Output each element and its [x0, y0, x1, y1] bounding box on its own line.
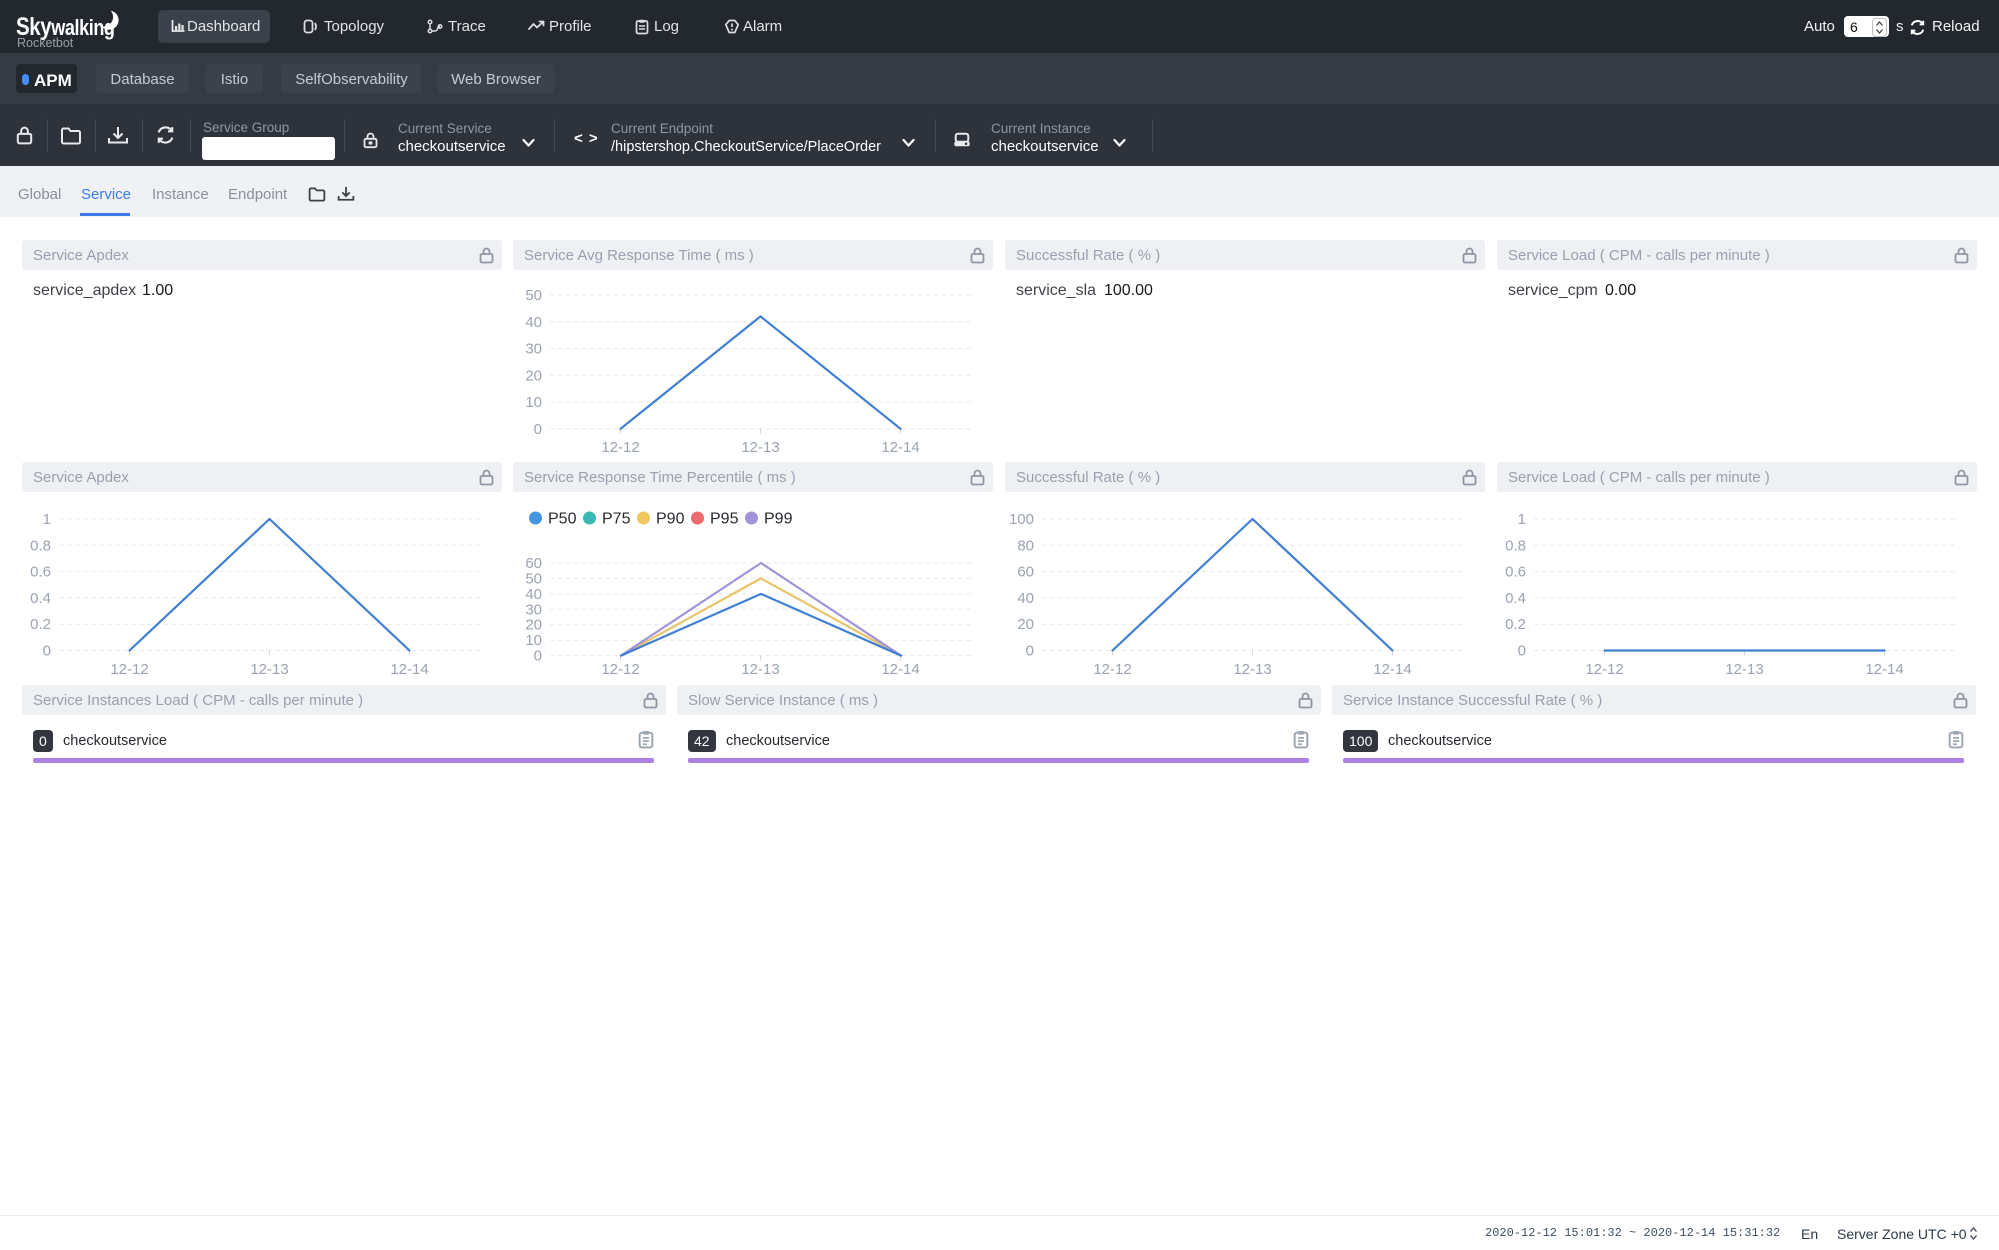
- svg-text:P50: P50: [548, 511, 577, 528]
- svg-text:P90: P90: [656, 511, 685, 528]
- svg-text:0.4: 0.4: [30, 590, 51, 607]
- svg-text:12-12: 12-12: [601, 439, 639, 456]
- svg-text:0.2: 0.2: [30, 616, 51, 633]
- svg-text:0: 0: [534, 648, 542, 665]
- svg-text:12-14: 12-14: [390, 661, 428, 678]
- svg-text:60: 60: [525, 555, 542, 572]
- svg-text:12-13: 12-13: [741, 439, 779, 456]
- svg-text:P75: P75: [602, 511, 631, 528]
- svg-text:30: 30: [525, 601, 542, 618]
- svg-text:0: 0: [43, 643, 51, 660]
- svg-text:20: 20: [1017, 616, 1034, 633]
- svg-text:0: 0: [534, 421, 542, 438]
- svg-text:100: 100: [1009, 511, 1034, 528]
- svg-text:0.6: 0.6: [30, 564, 51, 581]
- svg-text:12-13: 12-13: [250, 661, 288, 678]
- svg-text:40: 40: [1017, 590, 1034, 607]
- svg-text:1: 1: [43, 511, 51, 528]
- svg-text:0.4: 0.4: [1505, 590, 1526, 607]
- svg-text:12-12: 12-12: [601, 661, 639, 678]
- svg-text:12-14: 12-14: [1373, 661, 1411, 678]
- svg-text:50: 50: [525, 287, 542, 304]
- svg-text:12-14: 12-14: [881, 661, 919, 678]
- svg-text:0.6: 0.6: [1505, 564, 1526, 581]
- svg-text:12-14: 12-14: [1865, 661, 1903, 678]
- svg-text:80: 80: [1017, 537, 1034, 554]
- svg-text:40: 40: [525, 314, 542, 331]
- svg-text:P99: P99: [764, 511, 793, 528]
- svg-text:0.8: 0.8: [1505, 537, 1526, 554]
- svg-text:40: 40: [525, 586, 542, 603]
- svg-text:0.2: 0.2: [1505, 616, 1526, 633]
- svg-text:12-13: 12-13: [1233, 661, 1271, 678]
- svg-text:12-12: 12-12: [110, 661, 148, 678]
- svg-text:0: 0: [1026, 643, 1034, 660]
- svg-text:12-13: 12-13: [1725, 661, 1763, 678]
- svg-text:0: 0: [1518, 643, 1526, 660]
- svg-text:12-13: 12-13: [741, 661, 779, 678]
- svg-text:12-12: 12-12: [1585, 661, 1623, 678]
- svg-text:12-14: 12-14: [881, 439, 919, 456]
- svg-text:10: 10: [525, 632, 542, 649]
- svg-text:50: 50: [525, 570, 542, 587]
- svg-text:30: 30: [525, 341, 542, 358]
- svg-text:12-12: 12-12: [1093, 661, 1131, 678]
- svg-text:20: 20: [525, 617, 542, 634]
- svg-text:10: 10: [525, 394, 542, 411]
- svg-text:P95: P95: [710, 511, 739, 528]
- svg-text:0.8: 0.8: [30, 537, 51, 554]
- svg-text:20: 20: [525, 367, 542, 384]
- svg-text:60: 60: [1017, 564, 1034, 581]
- svg-text:1: 1: [1518, 511, 1526, 528]
